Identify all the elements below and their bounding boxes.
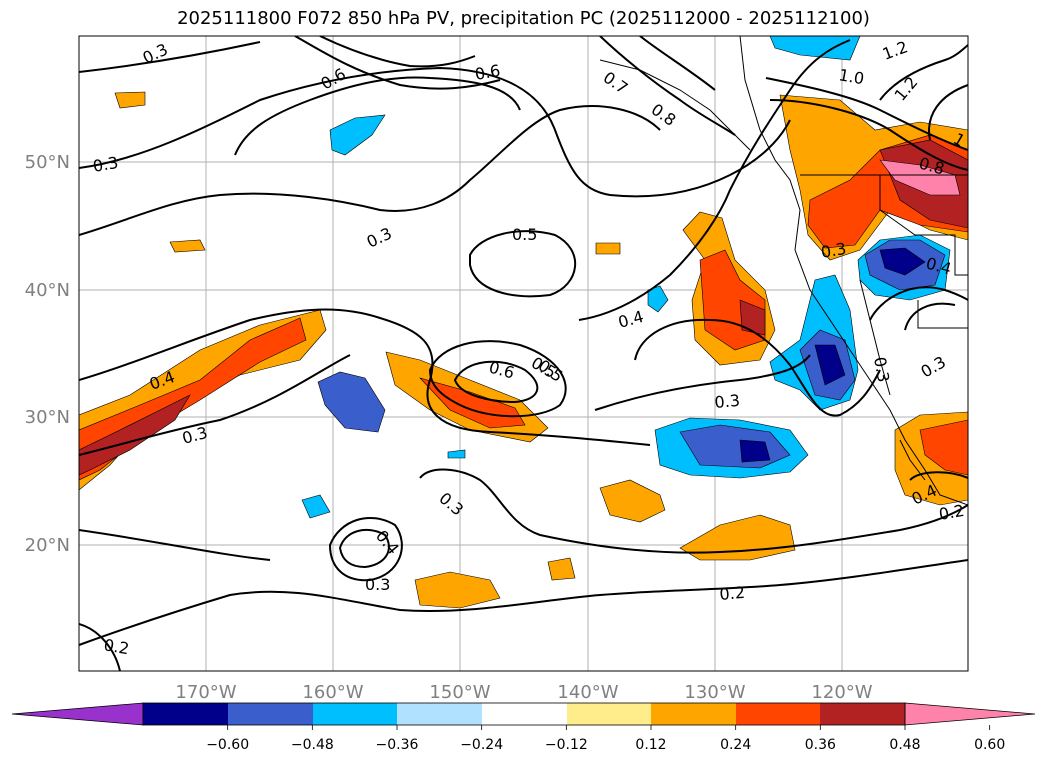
lat-label: 20°N [25,535,70,556]
lon-label: 150°W [429,682,490,703]
colorbar-extend-left [11,702,144,726]
colorbar-outline [142,702,906,726]
colorbar-tick-label: 0.12 [635,737,666,753]
map-frame [78,35,969,672]
colorbar-segment [736,703,820,725]
colorbar-tick-label: 0.48 [889,737,920,753]
colorbar-ticks: −0.60 −0.48 −0.36 −0.24 −0.12 0.12 0.24 0.36 0.4… [206,725,1005,753]
contour-label: 0.2 [102,635,130,658]
colorbar [11,702,1036,726]
colorbar-tick-label: −0.36 [376,737,419,753]
lon-label: 170°W [175,682,236,703]
longitude-labels: 170°W 160°W 150°W 140°W 130°W 120°W [175,682,872,703]
colorbar-segment [228,703,313,725]
contour-label: 0.3 [819,239,847,262]
contour-label: 0.3 [91,153,119,176]
precip-negative-regions [301,36,951,519]
colorbar-extend-right [904,702,1036,726]
colorbar-tick-label: −0.48 [291,737,334,753]
lon-label: 140°W [557,682,618,703]
colorbar-segment [820,703,905,725]
map-title: 2025111800 F072 850 hPa PV, precipitatio… [177,8,870,29]
contour-label: 0.2 [719,583,746,604]
latitude-labels: 50°N 40°N 30°N 20°N [25,152,70,556]
colorbar-tick-label: −0.12 [545,737,588,753]
colorbar-tick-label: 0.24 [720,737,751,753]
colorbar-segment [313,703,397,725]
contour-label: 0.3 [365,575,390,594]
colorbar-tick-label: 0.36 [805,737,836,753]
contour-label: 0.6 [473,61,501,84]
lon-label: 130°W [684,682,745,703]
contour-label: 0.5 [512,225,537,244]
colorbar-segment [567,703,651,725]
colorbar-segment [651,703,736,725]
contour-label: 0.2 [937,501,965,524]
colorbar-tick-label: 0.60 [974,737,1005,753]
contour-label: 0.3 [870,355,893,383]
coastlines [599,36,968,506]
contour-label: 0.3 [714,391,741,412]
colorbar-tick-label: −0.24 [460,737,503,753]
colorbar-segment [397,703,482,725]
pv-contours [79,36,968,671]
colorbar-tick-label: −0.60 [206,737,249,753]
lon-label: 160°W [302,682,363,703]
contour-label: 1.0 [837,65,865,88]
lat-label: 40°N [25,280,70,301]
lat-label: 50°N [25,152,70,173]
colorbar-segment [143,703,228,725]
lon-label: 120°W [811,682,872,703]
colorbar-segment [482,703,567,725]
lat-label: 30°N [25,407,70,428]
map-area: 0.3 0.5 0.6 0.7 0.8 1.0 1.2 1.2 0.8 1 0.… [79,36,968,671]
